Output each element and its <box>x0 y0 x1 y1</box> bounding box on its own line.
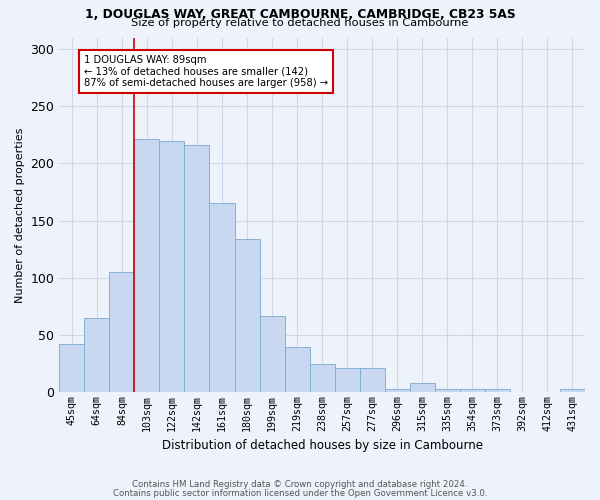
Bar <box>435 389 460 392</box>
Text: Contains public sector information licensed under the Open Government Licence v3: Contains public sector information licen… <box>113 488 487 498</box>
Bar <box>109 272 134 392</box>
Bar <box>85 318 109 392</box>
Bar <box>209 204 235 392</box>
Y-axis label: Number of detached properties: Number of detached properties <box>15 128 25 302</box>
Bar <box>134 140 160 392</box>
Bar <box>485 389 510 392</box>
Bar <box>410 383 435 392</box>
Bar <box>160 140 184 392</box>
Bar <box>560 389 585 392</box>
Text: Contains HM Land Registry data © Crown copyright and database right 2024.: Contains HM Land Registry data © Crown c… <box>132 480 468 489</box>
Bar <box>59 344 85 393</box>
Text: Size of property relative to detached houses in Cambourne: Size of property relative to detached ho… <box>131 18 469 28</box>
X-axis label: Distribution of detached houses by size in Cambourne: Distribution of detached houses by size … <box>161 440 482 452</box>
Bar <box>310 364 335 392</box>
Bar <box>460 389 485 392</box>
Bar <box>284 346 310 393</box>
Bar <box>385 389 410 392</box>
Text: 1, DOUGLAS WAY, GREAT CAMBOURNE, CAMBRIDGE, CB23 5AS: 1, DOUGLAS WAY, GREAT CAMBOURNE, CAMBRID… <box>85 8 515 20</box>
Text: 1 DOUGLAS WAY: 89sqm
← 13% of detached houses are smaller (142)
87% of semi-deta: 1 DOUGLAS WAY: 89sqm ← 13% of detached h… <box>85 54 328 88</box>
Bar <box>235 239 260 392</box>
Bar <box>184 145 209 392</box>
Bar <box>260 316 284 392</box>
Bar <box>359 368 385 392</box>
Bar <box>335 368 359 392</box>
